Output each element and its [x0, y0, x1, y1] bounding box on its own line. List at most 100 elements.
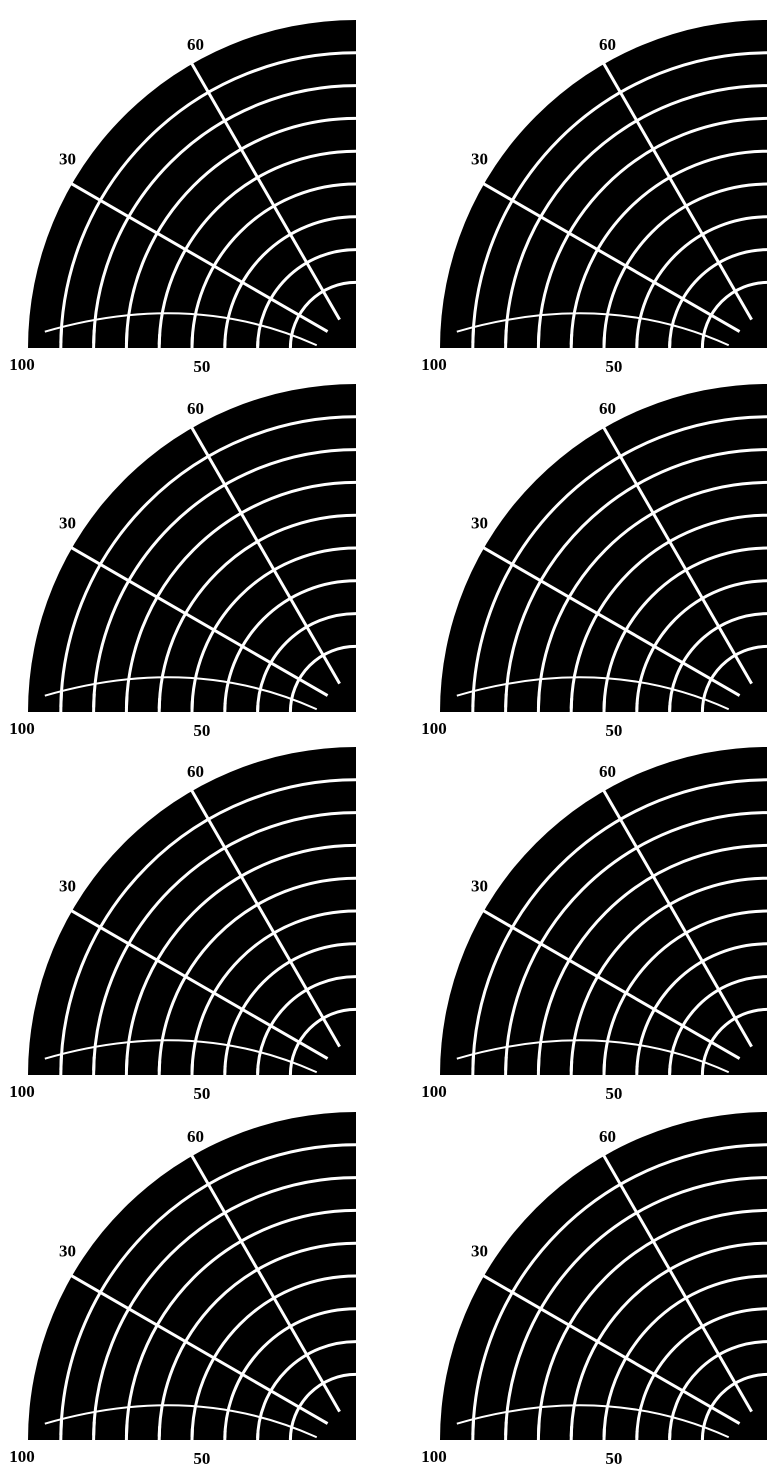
bearing-label: 30 — [59, 514, 76, 533]
scope-background — [28, 384, 356, 712]
range-ring — [223, 215, 357, 349]
range-label: 50 — [605, 1084, 622, 1103]
range-tick — [59, 327, 64, 343]
echo-trace — [44, 676, 318, 711]
range-ring — [569, 513, 767, 713]
range-tick — [504, 329, 508, 344]
bearing-label: 30 — [471, 1242, 488, 1261]
range-label: 100 — [421, 719, 447, 738]
bearing-line — [599, 1149, 753, 1413]
polar-panel: 60 30 100 50 — [9, 384, 357, 740]
polar-panel: 60 30 100 50 — [9, 1112, 357, 1466]
range-tick — [504, 1421, 508, 1436]
range-tick — [124, 1423, 129, 1437]
range-tick — [92, 1421, 96, 1436]
bearing-line — [65, 179, 329, 333]
bearing-line — [65, 1271, 329, 1425]
range-ring — [59, 778, 357, 1076]
range-ring — [569, 876, 767, 1076]
range-ring — [536, 480, 767, 713]
range-ring — [668, 975, 767, 1076]
polar-panel: 60 30 100 50 — [421, 20, 767, 376]
range-label: 100 — [421, 355, 447, 374]
range-ring — [602, 909, 767, 1076]
range-tick — [471, 327, 476, 343]
range-ring — [256, 612, 357, 713]
range-tick — [536, 331, 541, 345]
scope-background — [440, 747, 767, 1075]
echo-trace — [456, 676, 730, 711]
range-ring — [124, 116, 357, 349]
polar-panel: 60 30 100 50 — [421, 1112, 767, 1466]
range-ring — [471, 51, 767, 349]
range-ring — [190, 1274, 357, 1441]
range-ring — [504, 1176, 767, 1441]
scope-background — [440, 20, 767, 348]
bearing-line — [477, 906, 741, 1060]
polar-panel: 60 30 100 50 — [9, 747, 357, 1103]
range-ring — [668, 248, 767, 349]
bearing-line — [599, 421, 753, 685]
range-label: 50 — [605, 357, 622, 376]
range-ring — [536, 843, 767, 1076]
range-ring — [471, 1143, 767, 1441]
range-ring — [536, 116, 767, 349]
range-ring — [504, 448, 767, 713]
bearing-line — [65, 906, 329, 1060]
range-ring — [157, 1241, 357, 1441]
range-ring — [59, 51, 357, 349]
bearing-line — [187, 1149, 341, 1413]
range-label: 50 — [605, 721, 622, 740]
range-ring — [602, 182, 767, 349]
bearing-label: 60 — [599, 35, 616, 54]
range-ring — [157, 149, 357, 349]
bearing-line — [187, 57, 341, 321]
range-tick — [124, 695, 129, 709]
range-ring — [635, 579, 767, 713]
scope-background — [440, 384, 767, 712]
range-ring — [223, 942, 357, 1076]
range-ring — [124, 843, 357, 1076]
range-ring — [157, 513, 357, 713]
range-ring — [256, 248, 357, 349]
range-ring — [124, 480, 357, 713]
range-tick — [59, 1054, 64, 1070]
bearing-label: 60 — [599, 399, 616, 418]
range-ring — [635, 1307, 767, 1441]
range-tick — [504, 1056, 508, 1071]
range-ring — [157, 876, 357, 1076]
range-label: 100 — [421, 1447, 447, 1466]
bearing-label: 60 — [187, 1127, 204, 1146]
range-ring — [190, 909, 357, 1076]
range-tick — [471, 1419, 476, 1435]
bearing-label: 30 — [471, 877, 488, 896]
bearing-line — [187, 421, 341, 685]
echo-trace — [44, 1039, 318, 1074]
range-label: 100 — [421, 1082, 447, 1101]
range-label: 100 — [9, 1447, 35, 1466]
bearing-line — [65, 543, 329, 697]
range-ring — [92, 811, 357, 1076]
range-ring — [668, 1340, 767, 1441]
scope-background — [28, 20, 356, 348]
range-ring — [635, 215, 767, 349]
bearing-label: 60 — [599, 762, 616, 781]
range-ring — [504, 811, 767, 1076]
echo-trace — [44, 1404, 318, 1439]
bearing-label: 60 — [187, 762, 204, 781]
echo-trace — [456, 1404, 730, 1439]
range-tick — [471, 691, 476, 707]
bearing-line — [187, 784, 341, 1048]
bearing-label: 30 — [59, 1242, 76, 1261]
range-tick — [536, 1423, 541, 1437]
range-ring — [602, 1274, 767, 1441]
range-tick — [92, 329, 96, 344]
range-label: 100 — [9, 355, 35, 374]
range-ring — [569, 1241, 767, 1441]
range-tick — [92, 693, 96, 708]
bearing-label: 60 — [599, 1127, 616, 1146]
range-ring — [602, 546, 767, 713]
bearing-line — [599, 784, 753, 1048]
bearing-line — [477, 179, 741, 333]
